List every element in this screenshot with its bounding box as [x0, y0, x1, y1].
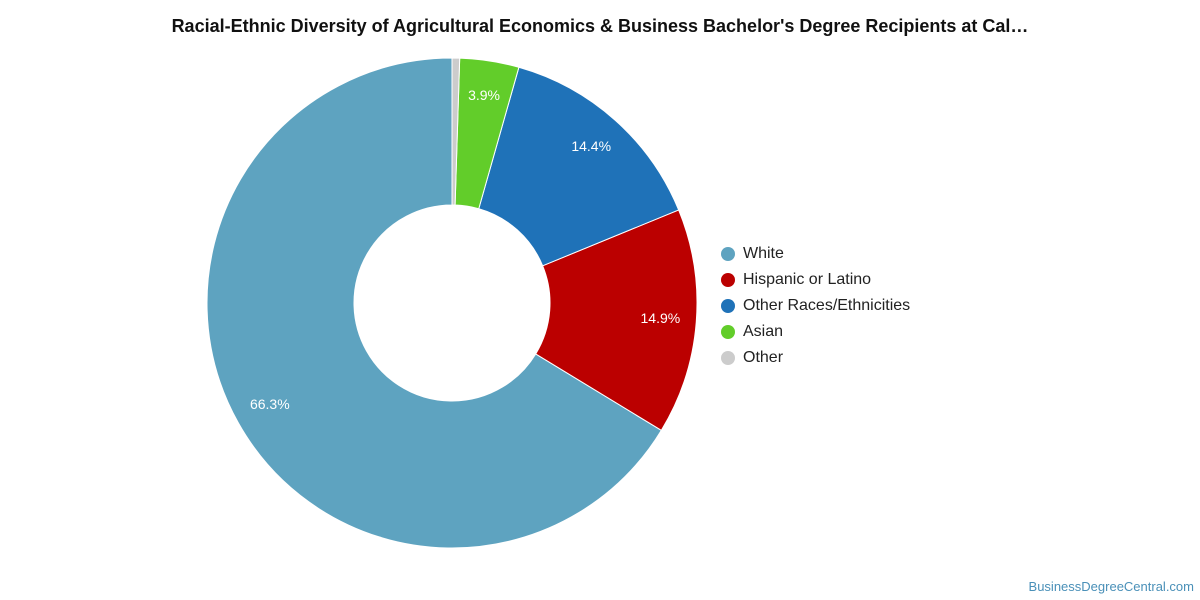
data-label: 3.9%	[468, 87, 500, 103]
legend-swatch	[721, 351, 735, 365]
chart-title: Racial-Ethnic Diversity of Agricultural …	[171, 16, 1029, 36]
slice-hispanic-or-latino[interactable]	[535, 209, 698, 432]
legend-swatch	[721, 273, 735, 287]
legend-label: White	[743, 245, 784, 262]
legend-label: Hispanic or Latino	[743, 271, 872, 288]
legend-item[interactable]: Hispanic or Latino	[721, 267, 910, 293]
legend-item[interactable]: Asian	[721, 319, 910, 345]
legend-swatch	[721, 299, 735, 313]
legend-item[interactable]: Other	[721, 345, 910, 371]
watermark: BusinessDegreeCentral.com	[1028, 579, 1194, 594]
legend-label: Other	[743, 349, 784, 366]
data-label: 14.9%	[641, 310, 681, 326]
chart-legend: White Hispanic or Latino Other Races/Ethni…	[721, 241, 910, 371]
slice-white[interactable]	[206, 57, 662, 549]
legend-label: Other Races/Ethnicities	[743, 297, 911, 314]
slice-other[interactable]	[451, 57, 461, 206]
legend-item[interactable]: White	[721, 241, 910, 267]
data-label: 14.4%	[571, 138, 611, 154]
data-label: 66.3%	[250, 396, 290, 412]
legend-swatch	[721, 325, 735, 339]
legend-swatch	[721, 247, 735, 261]
legend-item[interactable]: Other Races/Ethnicities	[721, 293, 910, 319]
legend-label: Asian	[743, 323, 784, 340]
slice-other-races-ethnicities[interactable]	[478, 66, 680, 267]
